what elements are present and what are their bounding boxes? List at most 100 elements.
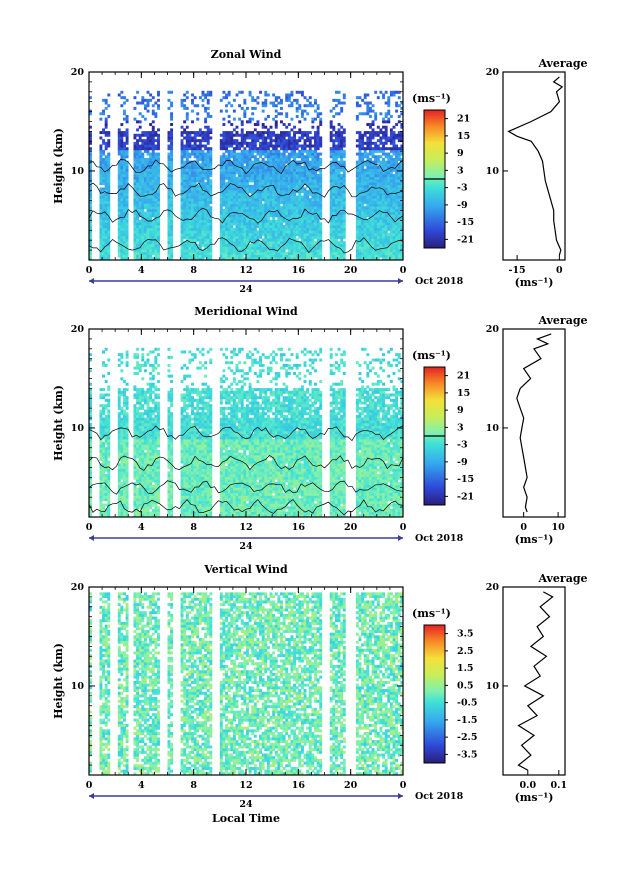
heat-cell: [280, 139, 283, 143]
heat-cell: [146, 246, 150, 250]
heat-cell: [251, 200, 255, 204]
heat-cell: [290, 104, 294, 108]
heat-cell: [227, 176, 231, 180]
heat-cell: [329, 235, 333, 239]
heat-cell: [191, 238, 194, 242]
heat-cell: [311, 179, 315, 183]
heat-cell: [259, 243, 262, 247]
heat-cell: [316, 144, 320, 148]
heat-cell: [89, 414, 92, 418]
heat-cell: [384, 211, 388, 215]
heat-cell: [287, 184, 291, 188]
heat-cell: [387, 184, 391, 188]
heat-cell: [387, 166, 391, 169]
heat-cell: [151, 195, 155, 199]
heat-cell: [89, 155, 92, 159]
heat-cell: [374, 184, 378, 188]
heat-cell: [272, 163, 276, 167]
heat-cell: [209, 257, 213, 261]
heat-cell: [259, 190, 262, 194]
heat-cell: [219, 222, 223, 226]
heat-cell: [374, 179, 378, 183]
heat-cell: [149, 141, 153, 145]
heat-cell: [183, 149, 187, 153]
heat-cell: [363, 243, 367, 247]
heat-cell: [193, 136, 197, 140]
heat-cell: [120, 238, 124, 242]
heat-cell: [227, 133, 231, 137]
heat-cell: [358, 104, 362, 108]
heat-cell: [89, 184, 92, 188]
heat-cell: [371, 200, 375, 204]
heat-cell: [188, 198, 192, 202]
heat-cell: [280, 182, 283, 186]
heat-cell: [376, 168, 380, 172]
heat-cell: [300, 149, 304, 153]
heat-cell: [382, 235, 385, 239]
heat-cell: [397, 222, 401, 226]
heat-cell: [358, 155, 362, 159]
heat-cell: [303, 233, 307, 237]
heat-cell: [290, 246, 294, 250]
colorbar-tick-label: -9: [457, 200, 468, 211]
x-tick-label: 12: [239, 265, 252, 276]
heat-cell: [193, 195, 197, 199]
heat-cell: [180, 206, 184, 210]
heat-cell: [227, 157, 231, 161]
profile-line: [507, 76, 564, 256]
heat-cell: [295, 238, 299, 242]
heat-cell: [311, 195, 315, 199]
heat-cell: [198, 182, 202, 186]
heat-cell: [133, 195, 137, 199]
heat-cell: [272, 133, 276, 137]
heat-cell: [287, 139, 291, 143]
heat-cell: [209, 243, 213, 247]
heat-cell: [374, 90, 378, 94]
heat-cell: [261, 147, 265, 151]
heat-cell: [358, 174, 362, 178]
heat-cell: [290, 251, 294, 255]
heat-cell: [400, 101, 404, 105]
heat-cell: [314, 182, 317, 186]
heat-cell: [136, 147, 140, 151]
heat-cell: [219, 235, 223, 239]
heat-cell: [219, 160, 223, 164]
heat-cell: [269, 187, 273, 191]
heat-cell: [376, 249, 380, 253]
heat-cell: [332, 222, 336, 226]
heat-cell: [151, 155, 155, 159]
heat-cell: [196, 149, 200, 153]
heat-cell: [225, 230, 228, 234]
heat-cell: [232, 117, 236, 121]
heat-cell: [277, 187, 281, 191]
heat-cell: [206, 182, 210, 186]
heat-cell: [361, 144, 365, 148]
heat-cell: [368, 208, 372, 212]
heat-cell: [183, 168, 187, 172]
heat-cell: [332, 243, 336, 247]
heat-cell: [400, 233, 404, 237]
heat-cell: [185, 147, 189, 151]
heat-cell: [253, 203, 257, 207]
heat-cell: [355, 238, 359, 242]
heat-cell: [300, 168, 304, 172]
heat-cell: [227, 214, 231, 218]
heat-cell: [146, 176, 150, 180]
heat-cell: [154, 241, 158, 245]
heat-cell: [151, 206, 155, 210]
heat-cell: [243, 101, 247, 105]
heat-cell: [238, 152, 242, 156]
heat-cell: [120, 249, 124, 253]
heat-cell: [138, 206, 142, 210]
heat-cell: [269, 133, 273, 137]
heat-cell: [154, 131, 158, 135]
heat-cell: [392, 174, 396, 178]
heat-cell: [125, 254, 129, 258]
heat-cell: [219, 225, 223, 229]
heat-cell: [219, 176, 223, 180]
heat-cell: [298, 163, 302, 167]
heat-cell: [387, 174, 391, 178]
heat-cell: [285, 160, 289, 164]
heat-cell: [303, 219, 307, 223]
heat-cell: [261, 192, 265, 196]
